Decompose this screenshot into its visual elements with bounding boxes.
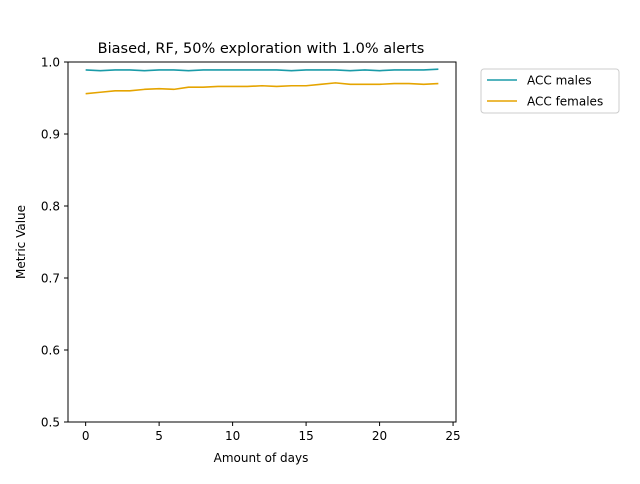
y-tick-label: 1.0 — [41, 56, 60, 70]
chart-title: Biased, RF, 50% exploration with 1.0% al… — [98, 41, 425, 57]
y-tick-label: 0.7 — [41, 272, 60, 286]
x-tick-label: 25 — [445, 429, 460, 443]
plot-frame — [67, 61, 457, 423]
legend-label-acc-males: ACC males — [527, 74, 592, 88]
series-line-acc-females — [85, 82, 439, 95]
y-tick-label: 0.6 — [41, 344, 60, 358]
y-tick-label: 0.8 — [41, 200, 60, 214]
legend-label-acc-females: ACC females — [527, 95, 603, 109]
y-tick-label: 0.9 — [41, 128, 60, 142]
y-axis-ticks: 0.5 0.6 0.7 0.8 0.9 1.0 — [41, 56, 68, 430]
y-axis-label: Metric Value — [14, 205, 28, 279]
x-tick-label: 15 — [298, 429, 313, 443]
x-tick-label: 10 — [225, 429, 240, 443]
x-tick-label: 0 — [82, 429, 90, 443]
x-tick-label: 5 — [155, 429, 163, 443]
y-tick-label: 0.5 — [41, 416, 60, 430]
series-line-acc-males — [85, 68, 439, 72]
x-tick-label: 20 — [372, 429, 387, 443]
plot-area — [85, 68, 439, 95]
x-axis-ticks: 0 5 10 15 20 25 — [82, 422, 461, 443]
legend: ACC males ACC females — [480, 68, 620, 114]
x-axis-label: Amount of days — [214, 451, 309, 465]
